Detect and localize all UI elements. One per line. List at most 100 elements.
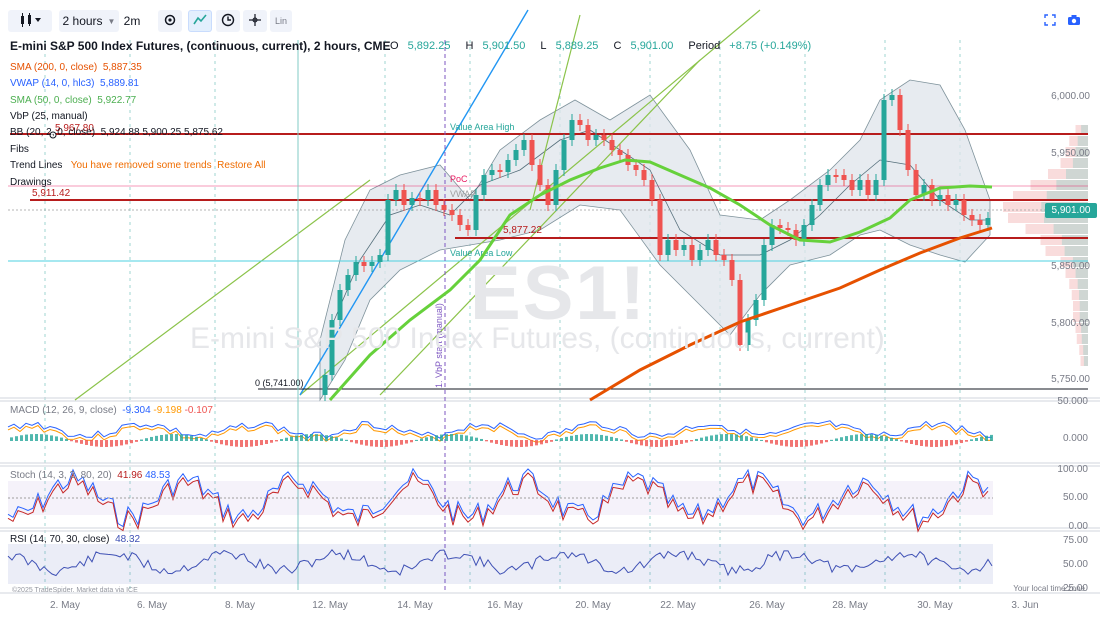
volume-profile-bar	[1077, 136, 1088, 146]
volume-profile-bar	[1069, 136, 1088, 146]
macd-histogram-bar	[365, 440, 368, 446]
trend-button[interactable]	[188, 10, 212, 32]
settings-button[interactable]	[158, 10, 182, 32]
macd-histogram-bar	[935, 440, 938, 447]
macd-histogram-bar	[725, 434, 728, 441]
legend-bb[interactable]: BB (20, 2, 0, close) 5,924.88 5,900.25 5…	[10, 127, 223, 138]
last-price-tag: 5,901.00	[1045, 203, 1097, 218]
fullscreen-button[interactable]	[1041, 10, 1059, 32]
price-axis-label: 6,000.00	[1051, 91, 1090, 102]
legend-drawings[interactable]: Drawings	[10, 177, 52, 188]
volume-profile-bar	[1065, 268, 1088, 278]
volume-profile-bar	[1072, 158, 1088, 168]
candle-body	[577, 120, 583, 125]
volume-profile-bar	[1056, 180, 1088, 190]
candle-body	[473, 195, 479, 230]
macd-histogram-bar	[215, 440, 218, 444]
macd-histogram-bar	[745, 436, 748, 441]
macd-histogram-bar	[50, 435, 53, 441]
candle-body	[641, 170, 647, 180]
time-axis-label: 3. Jun	[1011, 600, 1038, 611]
macd-histogram-bar	[200, 438, 203, 441]
macd-histogram-bar	[260, 440, 263, 446]
log-scale-button[interactable]: Lin	[270, 10, 292, 32]
macd-histogram-bar	[615, 438, 618, 441]
macd-histogram-bar	[810, 440, 813, 446]
restore-all-link[interactable]: Restore All	[217, 160, 266, 171]
macd-histogram-bar	[500, 440, 503, 446]
chart-type-button[interactable]	[8, 10, 52, 32]
macd-histogram-bar	[605, 435, 608, 441]
top-toolbar: 2 hours ▼ 2m Lin	[0, 0, 1100, 40]
time-axis-label: 12. May	[312, 600, 348, 611]
candle-body	[369, 262, 375, 266]
macd-histogram-bar	[450, 434, 453, 441]
candle-body	[801, 225, 807, 240]
level-label-mid: 5,911.42	[32, 188, 71, 199]
macd-histogram-bar	[950, 440, 953, 446]
candle-body	[761, 245, 767, 300]
macd-histogram-bar	[345, 439, 348, 441]
volume-profile-bar	[1079, 290, 1088, 300]
replay-button[interactable]	[216, 10, 240, 32]
legend-trendlines[interactable]: Trend Lines You have removed some trends…	[10, 160, 266, 171]
candle-body	[465, 225, 471, 230]
stoch-legend[interactable]: Stoch (14, 3, 3, 80, 20) 41.96 48.53	[10, 470, 171, 481]
local-time-label: Your local time zone	[1013, 584, 1085, 593]
volume-profile-bar	[1073, 301, 1088, 311]
candle-body	[697, 250, 703, 260]
candle-body	[409, 198, 415, 205]
macd-histogram-bar	[700, 437, 703, 441]
candle-body	[889, 95, 895, 100]
snapshot-button[interactable]	[1065, 10, 1083, 32]
candle-body	[417, 198, 423, 200]
macd-histogram-bar	[45, 434, 48, 441]
camera-icon	[1067, 14, 1081, 29]
volume-profile-bar	[1065, 147, 1088, 157]
legend-sma200[interactable]: SMA (200, 0, close) 5,887.35	[10, 62, 142, 73]
macd-histogram-bar	[525, 440, 528, 447]
macd-histogram-bar	[145, 438, 148, 441]
macd-histogram-bar	[270, 440, 273, 443]
legend-vwap[interactable]: VWAP (14, 0, hlc3) 5,889.81	[10, 78, 139, 89]
legend-vbp[interactable]: VbP (25, manual)	[10, 111, 88, 122]
macd-histogram-bar	[775, 440, 778, 445]
macd-histogram-bar	[790, 440, 793, 447]
macd-histogram-bar	[855, 434, 858, 441]
candle-body	[689, 245, 695, 260]
copyright-text: ©2025 TradeSpider. Market data via ICE	[12, 586, 138, 594]
macd-histogram-bar	[130, 440, 133, 444]
watermark-symbol: ES1!	[470, 251, 647, 336]
macd-histogram-bar	[410, 440, 413, 443]
macd-histogram-bar	[195, 436, 198, 441]
macd-histogram-bar	[695, 438, 698, 441]
price-axis-label: 5,950.00	[1051, 148, 1090, 159]
macd-histogram-bar	[625, 440, 628, 442]
poc-label: PoC	[450, 174, 468, 184]
macd-histogram-bar	[80, 440, 83, 444]
candle-body	[793, 230, 799, 240]
candle-body	[809, 205, 815, 225]
macd-histogram-bar	[510, 440, 513, 447]
candle-body	[345, 275, 351, 290]
macd-histogram-bar	[10, 437, 13, 441]
crosshair-button[interactable]	[243, 10, 267, 32]
macd-legend[interactable]: MACD (12, 26, 9, close) -9.304 -9.198 -0…	[10, 405, 213, 416]
candle-body	[825, 175, 831, 185]
rsi-legend[interactable]: RSI (14, 70, 30, close) 48.32	[10, 534, 141, 545]
macd-histogram-bar	[635, 440, 638, 445]
legend-sma50[interactable]: SMA (50, 0, close) 5,922.77	[10, 95, 137, 106]
open-value: 5,892.25	[407, 40, 451, 52]
legend-fibs[interactable]: Fibs	[10, 144, 29, 155]
macd-histogram-bar	[40, 434, 43, 441]
time-axis-label: 28. May	[832, 600, 868, 611]
macd-histogram-bar	[70, 440, 73, 442]
interval-secondary[interactable]: 2m	[123, 14, 141, 28]
candles-icon	[19, 12, 41, 30]
candle-body	[322, 375, 328, 395]
candle-body	[329, 320, 335, 375]
candle-body	[745, 320, 751, 345]
interval-select[interactable]: 2 hours ▼	[59, 10, 119, 32]
